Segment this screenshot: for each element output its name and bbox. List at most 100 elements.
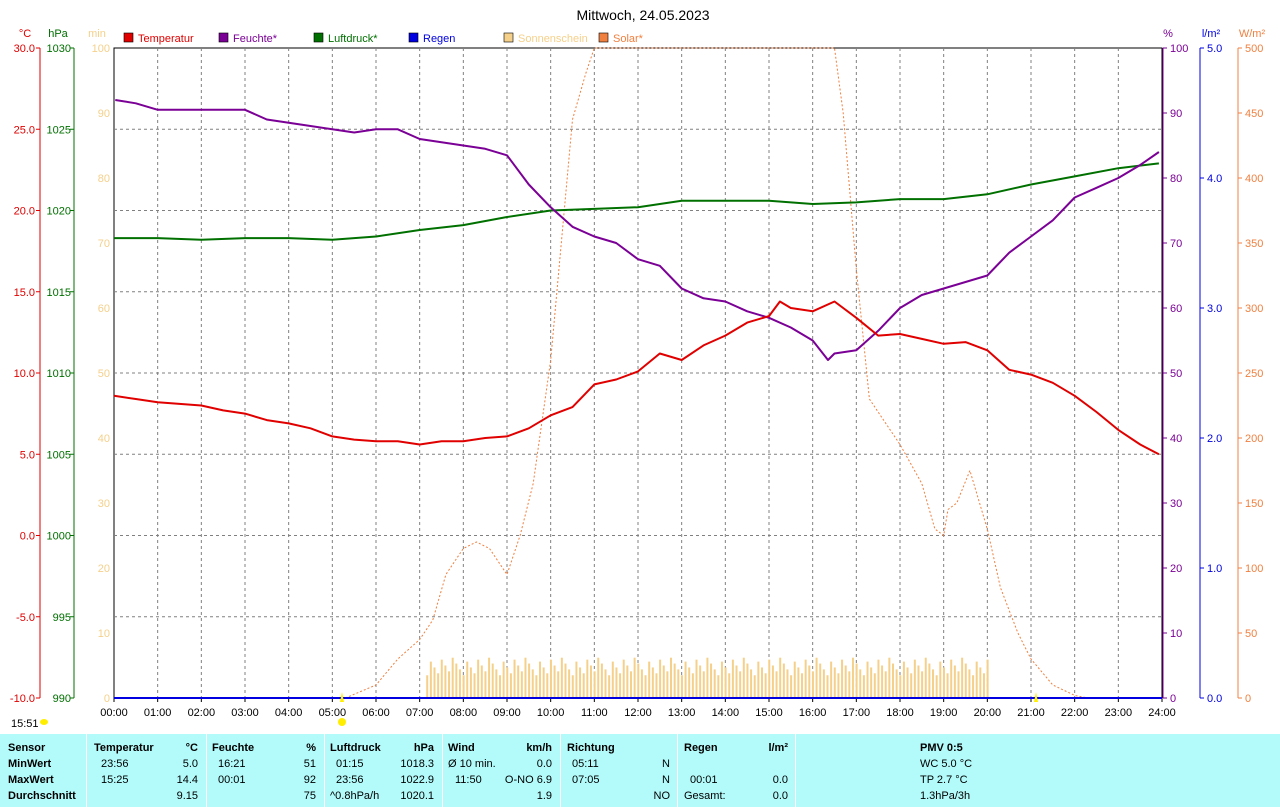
stats-avg-press-val: 1020.1 xyxy=(400,790,434,802)
chart-title: Mittwoch, 24.05.2023 xyxy=(576,7,709,23)
solar-tick-label: 300 xyxy=(1245,303,1263,315)
stats-header-sensor: Sensor xyxy=(8,742,46,754)
sunshine-bar xyxy=(982,673,985,698)
solar-unit-label: W/m² xyxy=(1239,28,1266,40)
sunshine-bar xyxy=(844,665,847,698)
sunshine-bar xyxy=(764,673,767,698)
sunshine-bar xyxy=(691,673,694,698)
sunshine-bar xyxy=(571,675,574,698)
sunshine-bar xyxy=(804,659,807,698)
sunshine-bar xyxy=(622,659,625,698)
humidity-tick-label: 60 xyxy=(1170,303,1182,315)
sunshine-bar xyxy=(833,667,836,698)
sunshine-bar xyxy=(670,657,673,698)
sunshine-bar xyxy=(455,663,458,698)
legend-swatch-0 xyxy=(123,32,134,43)
x-tick-label: 24:00 xyxy=(1148,707,1176,719)
rain-unit-label: l/m² xyxy=(1202,28,1221,40)
sunrise-tick xyxy=(340,692,344,702)
stats-header-rain-unit: l/m² xyxy=(768,742,788,754)
sunshine-bar xyxy=(837,673,840,698)
sunshine-bar xyxy=(655,673,658,698)
x-tick-label: 09:00 xyxy=(493,707,521,719)
pressure-tick-label: 1025 xyxy=(47,124,71,136)
legend-label-5: Solar* xyxy=(613,33,644,45)
sunshine-bar xyxy=(888,657,891,698)
sunshine-bar xyxy=(739,671,742,698)
pressure-tick-label: 990 xyxy=(53,693,71,705)
sun-tick-label: 80 xyxy=(98,173,110,185)
sunshine-bar xyxy=(841,659,844,698)
stats-min-wind-label: Ø 10 min. xyxy=(448,758,496,770)
humidity-tick-label: 70 xyxy=(1170,238,1182,250)
sun-tick-label: 0 xyxy=(104,693,110,705)
sunshine-bar xyxy=(433,667,436,698)
sunshine-bar xyxy=(932,669,935,698)
legend-swatch-1 xyxy=(218,32,229,43)
right-axes: 10090807060504030201005.04.03.02.01.00.0… xyxy=(1162,43,1263,705)
stats-min-temp-time: 23:56 xyxy=(101,758,129,770)
pressure-tick-label: 1020 xyxy=(47,206,71,218)
legend-label-2: Luftdruck* xyxy=(328,33,378,45)
sunshine-bar xyxy=(775,671,778,698)
temp-tick-label: 30.0 xyxy=(14,43,35,55)
temp-tick-label: 10.0 xyxy=(14,368,35,380)
current-time-marker xyxy=(40,719,48,725)
sunshine-bar xyxy=(786,669,789,698)
sunshine-bar xyxy=(640,669,643,698)
sunshine-bar xyxy=(902,661,905,698)
sunshine-bar xyxy=(710,663,713,698)
sunshine-bar xyxy=(560,657,563,698)
x-tick-label: 08:00 xyxy=(450,707,478,719)
left-axes: 30.025.020.015.010.05.00.0-5.0-10.010301… xyxy=(10,43,110,705)
solar-tick-label: 100 xyxy=(1245,563,1263,575)
legend-swatch-5 xyxy=(598,32,609,43)
sunshine-bar xyxy=(564,663,567,698)
sunshine-bar xyxy=(972,675,975,698)
humidity-tick-label: 40 xyxy=(1170,433,1182,445)
sunshine-bar xyxy=(917,665,920,698)
temp-tick-label: -10.0 xyxy=(10,693,35,705)
x-tick-label: 05:00 xyxy=(319,707,347,719)
stats-min-wind-val: 0.0 xyxy=(536,758,552,770)
sunshine-bar xyxy=(891,663,894,698)
sunshine-bar xyxy=(771,665,774,698)
sunshine-bar xyxy=(444,665,447,698)
sunshine-bar xyxy=(731,659,734,698)
stats-header-temp: Temperatur xyxy=(94,742,154,754)
legend-label-0: Temperatur xyxy=(138,33,194,45)
solar-tick-label: 250 xyxy=(1245,368,1263,380)
sunset-tick xyxy=(1034,692,1038,702)
x-tick-label: 20:00 xyxy=(974,707,1002,719)
sun-tick-label: 30 xyxy=(98,498,110,510)
x-tick-label: 14:00 xyxy=(712,707,740,719)
stats-row-max-label: MaxWert xyxy=(8,774,54,786)
stats-max-temp-time: 15:25 xyxy=(101,774,129,786)
temp-tick-label: 0.0 xyxy=(20,531,35,543)
stats-header-press: Luftdruck xyxy=(330,742,381,754)
sunshine-bar xyxy=(950,659,953,698)
sunshine-bar xyxy=(906,667,909,698)
pressure-tick-label: 1010 xyxy=(47,368,71,380)
sunshine-bar xyxy=(531,669,534,698)
sunshine-bar xyxy=(884,671,887,698)
current-time-label: 15:51 xyxy=(11,718,39,730)
sunshine-bar xyxy=(895,669,898,698)
sunshine-bar xyxy=(979,667,982,698)
sunshine-bar xyxy=(629,671,632,698)
sun-tick-label: 10 xyxy=(98,628,110,640)
sunshine-bar xyxy=(921,671,924,698)
stats-header-pmv: PMV 0:5 xyxy=(920,742,963,754)
sunshine-bar xyxy=(524,657,527,698)
sunshine-bar xyxy=(451,657,454,698)
x-tick-label: 07:00 xyxy=(406,707,434,719)
sunshine-bar xyxy=(579,667,582,698)
stats-min-hum-val: 51 xyxy=(303,758,316,770)
sunshine-bar xyxy=(811,671,814,698)
stats-avg-hum-val: 75 xyxy=(303,790,316,802)
x-tick-label: 00:00 xyxy=(100,707,128,719)
sunshine-bar xyxy=(851,657,854,698)
sunshine-bar xyxy=(593,671,596,698)
stats-avg-pmv: 1.3hPa/3h xyxy=(920,790,971,802)
legend-label-3: Regen xyxy=(423,33,455,45)
